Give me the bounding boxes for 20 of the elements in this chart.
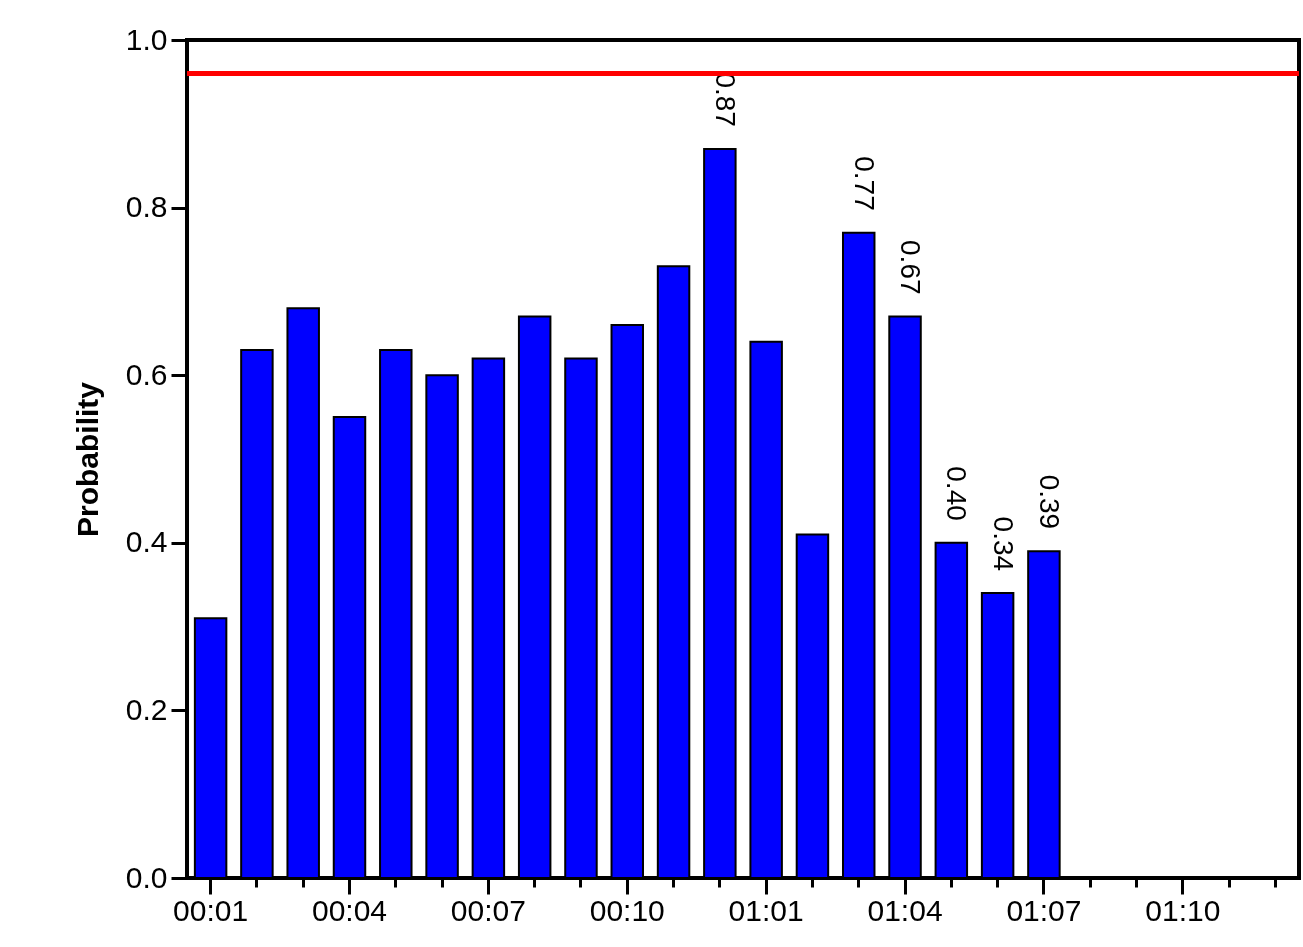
- data-label: 0.34: [987, 516, 1019, 572]
- data-label: 0.40: [941, 466, 973, 521]
- data-label: 0.77: [848, 156, 880, 211]
- y-tick-label: 1.0: [125, 22, 168, 56]
- x-tick-label: 01:04: [867, 893, 943, 927]
- y-tick-label: 0.6: [125, 357, 168, 391]
- y-tick-label: 0.0: [125, 860, 168, 894]
- x-tick-label: 01:01: [728, 893, 804, 927]
- y-tick-label: 0.2: [125, 692, 168, 726]
- data-label: 0.67: [895, 240, 927, 295]
- data-label: 0.39: [1033, 474, 1065, 530]
- x-tick-label: 00:01: [173, 893, 249, 927]
- y-tick-label: 0.8: [125, 190, 168, 224]
- y-tick-label: 0.4: [125, 525, 168, 559]
- x-tick-label: 00:04: [311, 893, 388, 927]
- x-tick-label: 01:07: [1006, 893, 1082, 927]
- x-tick-label: 01:10: [1145, 893, 1221, 927]
- x-tick-label: 00:07: [450, 893, 526, 927]
- x-tick-label: 00:10: [589, 893, 665, 927]
- y-axis-title: Probability: [70, 381, 104, 538]
